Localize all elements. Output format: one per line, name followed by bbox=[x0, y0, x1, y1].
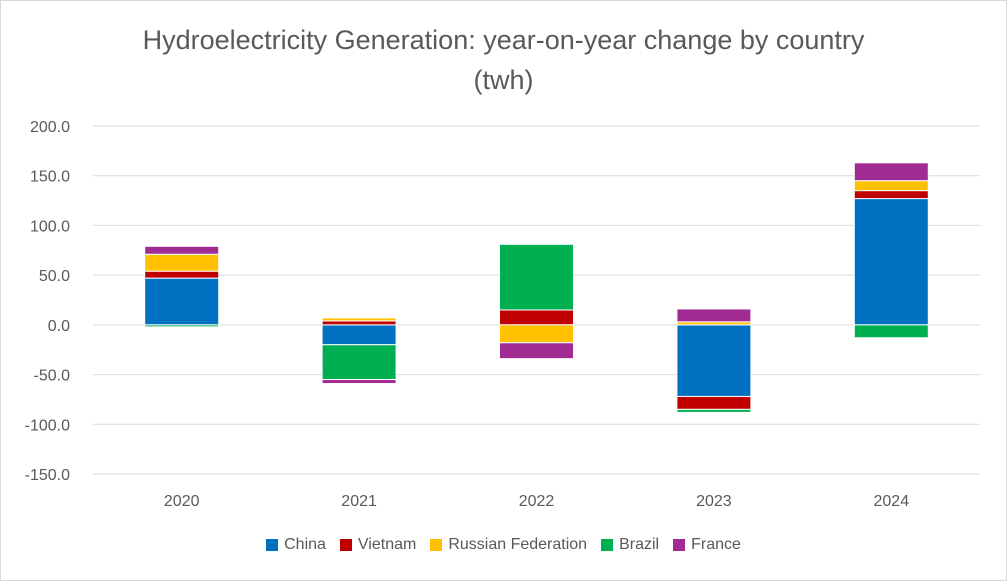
bar-segment-france-2024 bbox=[853, 162, 929, 182]
y-tick-label: 50.0 bbox=[39, 268, 70, 285]
chart-title-line-2: (twh) bbox=[473, 65, 534, 95]
y-tick-label: 200.0 bbox=[30, 119, 70, 136]
bar-segment-russian-federation-2020 bbox=[144, 253, 220, 272]
y-tick-label: -150.0 bbox=[25, 467, 70, 484]
y-axis-tick-labels: 200.0 150.0 100.0 50.0 0.0 -50.0 -100.0 -150.0 bbox=[25, 119, 70, 484]
bar-segment-brazil-2022 bbox=[499, 243, 574, 311]
y-tick-label: 150.0 bbox=[30, 169, 70, 186]
bar-segment-france-2020 bbox=[144, 245, 220, 255]
legend-label: Vietnam bbox=[357, 536, 417, 553]
bar-segment-vietnam-2020 bbox=[144, 270, 220, 279]
x-tick-label: 2023 bbox=[696, 493, 732, 510]
chart-title: Hydroelectricity Generation: year-on-yea… bbox=[0, 20, 1007, 100]
legend-swatch bbox=[339, 539, 352, 551]
bar-segment-china-2023 bbox=[676, 324, 752, 397]
bar-segment-france-2022 bbox=[499, 342, 574, 360]
bar-segment-brazil-2020 bbox=[144, 324, 220, 328]
bar-segment-vietnam-2023 bbox=[676, 395, 752, 410]
x-tick-label: 2022 bbox=[519, 493, 555, 510]
legend-swatch bbox=[673, 539, 686, 551]
legend-item-russian-federation: Russian Federation bbox=[430, 536, 587, 554]
x-axis-tick-labels: 2020 2021 2022 2023 2024 bbox=[164, 493, 909, 510]
bar-segment-china-2021 bbox=[321, 324, 397, 346]
x-tick-label: 2024 bbox=[874, 493, 910, 510]
bar-segment-france-2021 bbox=[321, 379, 397, 385]
legend-swatch bbox=[266, 539, 279, 551]
legend-label: China bbox=[284, 536, 326, 553]
y-tick-label: 100.0 bbox=[30, 218, 70, 235]
legend-item-china: China bbox=[266, 536, 326, 554]
bar-segment-china-2024 bbox=[853, 198, 929, 326]
y-tick-label: 0.0 bbox=[48, 318, 70, 335]
legend-item-vietnam: Vietnam bbox=[339, 536, 417, 554]
bars bbox=[144, 162, 929, 413]
bar-segment-russian-federation-2021 bbox=[321, 317, 397, 322]
bar-segment-brazil-2024 bbox=[853, 324, 929, 339]
bar-segment-vietnam-2022 bbox=[499, 309, 574, 326]
chart-title-line-1: Hydroelectricity Generation: year-on-yea… bbox=[142, 25, 865, 55]
legend-label: Russian Federation bbox=[448, 536, 588, 553]
legend-item-france: France bbox=[673, 536, 741, 554]
legend-item-brazil: Brazil bbox=[601, 536, 659, 554]
bar-segment-russian-federation-2024 bbox=[853, 180, 929, 192]
legend-label: France bbox=[691, 536, 741, 553]
y-tick-label: -100.0 bbox=[25, 417, 70, 434]
bar-segment-russian-federation-2022 bbox=[499, 324, 574, 344]
legend: China Vietnam Russian Federation Brazil Fran… bbox=[0, 536, 1007, 554]
legend-label: Brazil bbox=[619, 536, 660, 553]
bar-segment-brazil-2023 bbox=[676, 408, 752, 413]
x-tick-label: 2021 bbox=[341, 493, 377, 510]
x-tick-label: 2020 bbox=[164, 493, 200, 510]
bar-segment-vietnam-2024 bbox=[853, 190, 929, 200]
bar-segment-china-2020 bbox=[144, 277, 220, 326]
bar-segment-france-2023 bbox=[676, 308, 752, 323]
y-tick-label: -50.0 bbox=[34, 368, 71, 385]
bar-segment-vietnam-2021 bbox=[321, 320, 397, 326]
bar-segment-brazil-2021 bbox=[321, 344, 397, 381]
legend-swatch bbox=[601, 539, 614, 551]
legend-swatch bbox=[430, 539, 443, 551]
